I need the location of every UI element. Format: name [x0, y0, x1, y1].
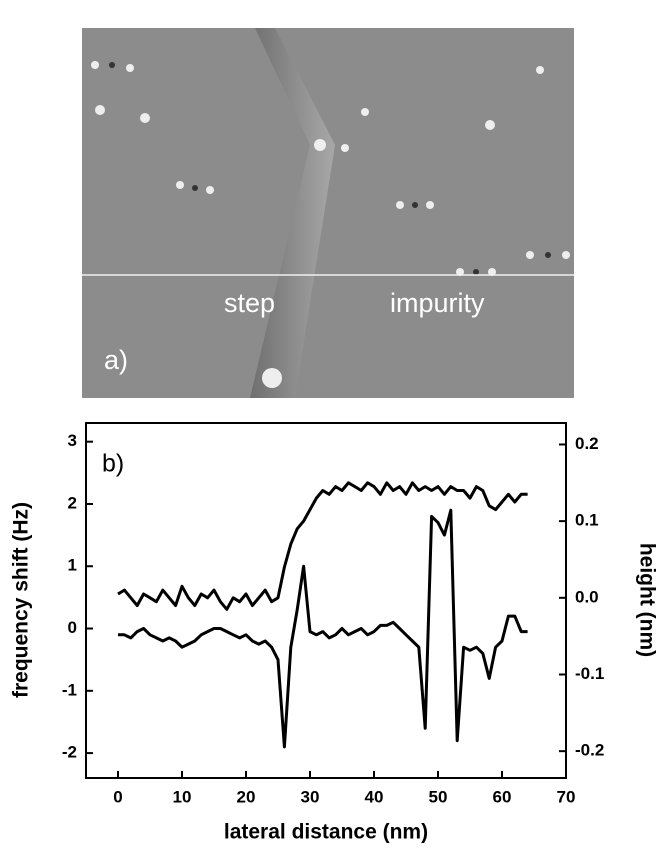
plot-frame: [85, 422, 567, 779]
y-tick-label: 0.2: [575, 434, 599, 453]
y-tick-label: 2: [68, 493, 77, 512]
y-tick-label: 1: [68, 556, 77, 575]
x-tick-label: 50: [429, 787, 448, 806]
impurity-label: impurity: [390, 288, 485, 318]
data-line: [118, 508, 528, 749]
x-tick-label: 20: [237, 787, 256, 806]
step-label: step: [224, 288, 275, 318]
impurities: [91, 61, 570, 388]
panel-label: a): [104, 345, 128, 375]
image-background: [82, 28, 574, 398]
y-tick-label: -1: [62, 680, 77, 699]
y-tick-label: 0.1: [575, 511, 599, 530]
dark-spots: [109, 62, 551, 275]
y-tick-label: 0: [68, 618, 77, 637]
step-edge: [250, 28, 335, 398]
x-tick-label: 10: [173, 787, 192, 806]
panel-label: b): [102, 450, 124, 478]
x-axis-label: lateral distance (nm): [224, 821, 428, 844]
x-tick-label: 0: [113, 787, 122, 806]
microscope-image: step impurity a): [82, 28, 574, 398]
data-line: [117, 481, 528, 611]
y-tick-label: 3: [68, 431, 77, 450]
x-tick-label: 60: [493, 787, 512, 806]
y-tick-label: -0.2: [575, 741, 604, 760]
y-tick-label: 0.0: [575, 587, 599, 606]
y-tick-label: -0.1: [575, 664, 604, 683]
y-tick-label: -2: [62, 743, 77, 762]
x-tick-label: 70: [557, 787, 576, 806]
chart: b) lateral distance (nm) frequency shift…: [10, 422, 658, 844]
x-tick-label: 30: [301, 787, 320, 806]
y2-axis-label: height (nm): [635, 543, 658, 657]
y-axis-label: frequency shift (Hz): [10, 502, 33, 698]
x-tick-label: 40: [365, 787, 384, 806]
